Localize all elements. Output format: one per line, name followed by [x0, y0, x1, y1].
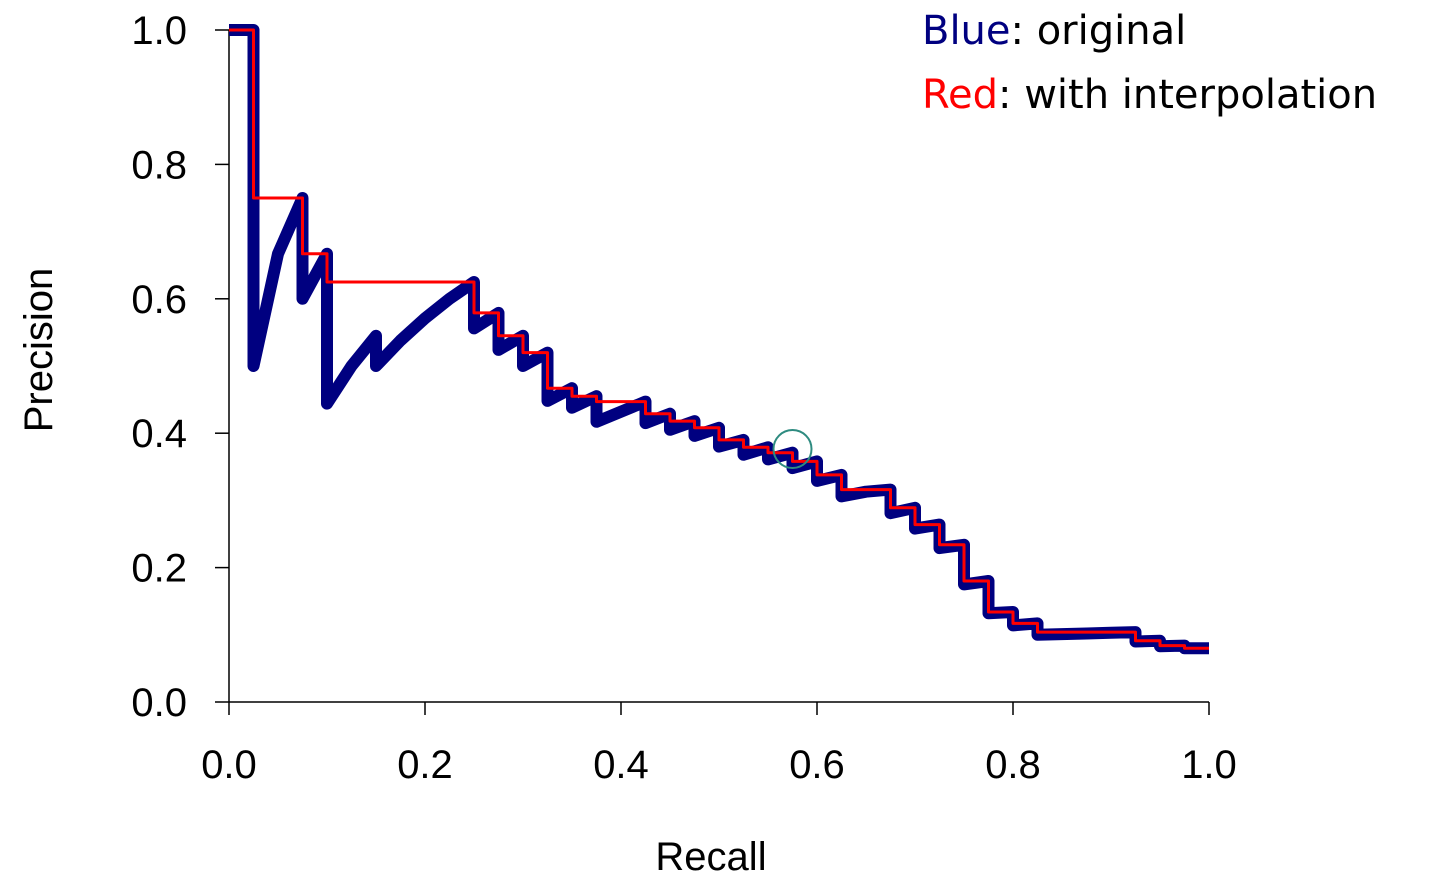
x-tick-label: 0.0	[201, 743, 257, 787]
legend-red-word: Red	[922, 72, 998, 118]
x-tick-label: 0.2	[397, 743, 453, 787]
x-tick-label: 0.8	[985, 743, 1041, 787]
tick-labels: 0.0 0.2 0.4 0.6 0.8 1.0 0.0 0.2 0.4 0.6 0.8 1.0	[131, 9, 1236, 787]
series-line-interpolated	[229, 28, 1209, 650]
legend-blue-word: Blue	[922, 8, 1011, 54]
legend-blue-text: : original	[1011, 8, 1187, 54]
series-line-original	[229, 24, 1209, 655]
legend-entry-original: Blue: original	[922, 8, 1186, 54]
axes	[228, 30, 1209, 703]
tick-marks	[215, 29, 1210, 715]
legend: Blue: original Red: with interpolation	[922, 8, 1377, 118]
legend-entry-interpolated: Red: with interpolation	[922, 72, 1377, 118]
x-tick-label: 0.6	[789, 743, 845, 787]
series-layer	[229, 24, 1209, 655]
y-tick-label: 0.6	[131, 278, 187, 322]
x-tick-label: 0.4	[593, 743, 649, 787]
y-tick-label: 0.2	[131, 547, 187, 591]
legend-red-text: : with interpolation	[998, 72, 1377, 118]
highlight-circle	[772, 429, 813, 469]
y-tick-label: 0.4	[131, 412, 187, 456]
x-tick-label: 1.0	[1181, 743, 1237, 787]
y-tick-label: 1.0	[131, 9, 187, 53]
y-axis-title: Precision	[17, 268, 61, 433]
y-tick-label: 0.0	[131, 681, 187, 725]
x-axis-title: Recall	[655, 835, 766, 874]
y-tick-label: 0.8	[131, 143, 187, 187]
annotation-layer	[772, 429, 813, 469]
